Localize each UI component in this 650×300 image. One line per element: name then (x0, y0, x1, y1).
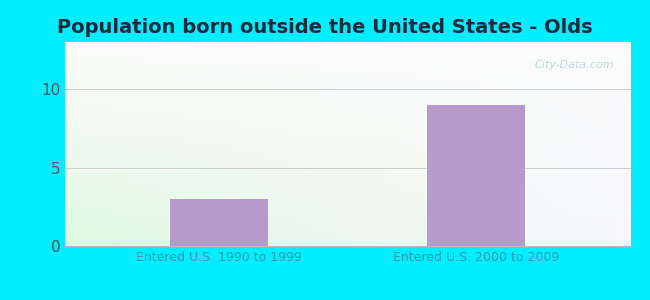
Bar (170, 199, 268, 246)
Text: Population born outside the United States - Olds: Population born outside the United State… (57, 18, 593, 37)
Bar (428, 105, 525, 246)
Text: City-Data.com: City-Data.com (534, 60, 614, 70)
